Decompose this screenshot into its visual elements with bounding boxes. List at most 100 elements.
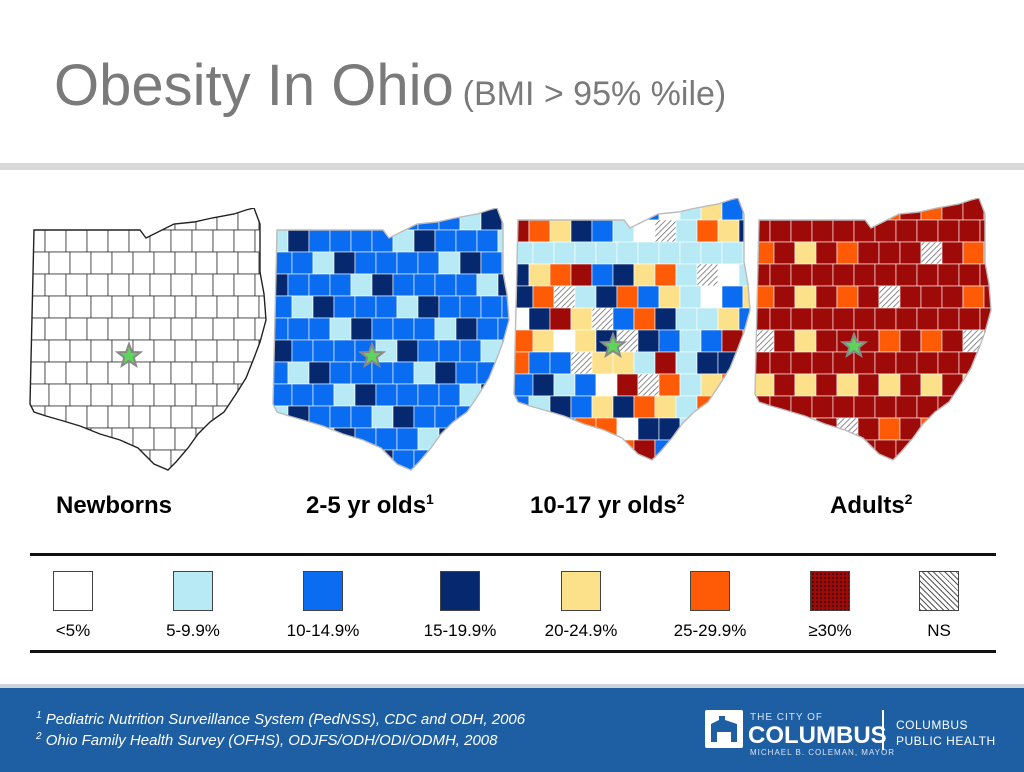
county — [333, 383, 356, 407]
county — [532, 329, 555, 353]
county — [570, 307, 593, 331]
county — [312, 208, 335, 231]
state-outline — [754, 198, 992, 461]
county — [153, 383, 176, 407]
county — [832, 395, 855, 419]
county — [371, 405, 394, 429]
county — [700, 241, 723, 265]
county — [459, 251, 482, 275]
county — [237, 295, 260, 319]
county — [920, 285, 943, 309]
county — [396, 208, 419, 231]
county — [790, 351, 813, 375]
county — [595, 241, 618, 265]
county — [773, 241, 796, 265]
county — [216, 251, 239, 275]
county — [658, 241, 681, 265]
county — [212, 449, 235, 470]
county — [675, 439, 698, 460]
county — [434, 361, 457, 385]
county — [553, 241, 576, 265]
county — [417, 427, 440, 451]
county — [48, 383, 71, 407]
county — [195, 251, 218, 275]
county — [212, 361, 235, 385]
county — [878, 241, 901, 265]
county — [658, 285, 681, 309]
county — [273, 208, 293, 231]
county — [717, 395, 740, 419]
county — [153, 295, 176, 319]
logo-health-line-1: COLUMBUS — [896, 718, 969, 732]
county — [769, 351, 792, 375]
county — [654, 395, 677, 419]
county — [312, 339, 335, 363]
county-grid — [514, 198, 750, 460]
county — [937, 307, 960, 331]
county — [794, 417, 817, 441]
county — [742, 285, 750, 309]
county — [149, 449, 172, 470]
county — [853, 395, 876, 419]
county — [30, 405, 46, 429]
county — [700, 285, 723, 309]
county — [273, 383, 293, 407]
county — [455, 229, 478, 253]
county — [434, 449, 457, 470]
county — [696, 307, 719, 331]
county — [857, 198, 880, 221]
county — [755, 198, 775, 221]
county — [90, 295, 113, 319]
county — [637, 329, 660, 353]
county — [654, 263, 677, 287]
county — [48, 339, 71, 363]
county — [675, 307, 698, 331]
map-10-17-yr-olds — [513, 198, 751, 461]
county — [916, 439, 939, 460]
county — [514, 439, 530, 460]
county — [633, 351, 656, 375]
county — [417, 383, 440, 407]
county — [333, 251, 356, 275]
county — [514, 285, 534, 309]
county — [528, 307, 551, 331]
county — [794, 329, 817, 353]
county — [237, 383, 260, 407]
county — [107, 273, 130, 297]
county — [273, 295, 293, 319]
county — [476, 449, 499, 470]
county — [514, 198, 534, 221]
columbus-star-icon — [598, 331, 628, 359]
county — [591, 351, 614, 375]
state-outline — [272, 208, 510, 471]
county — [413, 449, 436, 470]
county — [553, 417, 576, 441]
county — [612, 307, 635, 331]
county — [174, 208, 197, 231]
county — [65, 273, 88, 297]
county — [149, 317, 172, 341]
county — [574, 329, 597, 353]
county — [333, 339, 356, 363]
county — [721, 329, 744, 353]
columbus-star-icon — [357, 341, 387, 369]
county — [90, 383, 113, 407]
county — [773, 285, 796, 309]
logo-small-bottom: MICHAEL B. COLEMAN, MAYOR — [750, 748, 896, 757]
county — [983, 198, 991, 221]
county — [899, 198, 922, 221]
county — [962, 329, 985, 353]
logo-health-line-2: PUBLIC HEALTH — [896, 734, 996, 748]
county — [979, 351, 991, 375]
county — [654, 219, 677, 243]
county — [895, 439, 918, 460]
county — [654, 439, 677, 460]
county — [633, 263, 656, 287]
county — [811, 395, 834, 419]
county — [30, 251, 50, 275]
legend-bottom-rule — [30, 650, 996, 653]
county — [874, 307, 897, 331]
county — [790, 439, 813, 460]
county — [291, 251, 314, 275]
county — [570, 351, 593, 375]
